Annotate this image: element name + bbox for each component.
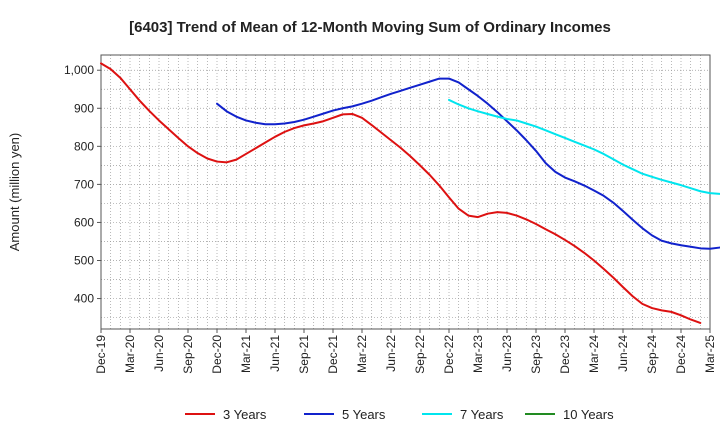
grid-lines <box>101 55 710 329</box>
x-tick-label: Dec-21 <box>326 335 340 374</box>
x-tick-label: Dec-22 <box>442 335 456 374</box>
y-axis: 400 500 600 700 800 900 1,000 <box>64 63 101 306</box>
x-tick-label: Jun-20 <box>152 335 166 372</box>
x-tick-label: Mar-20 <box>123 335 137 373</box>
y-tick-label: 400 <box>74 292 94 306</box>
series-line-5-years <box>216 77 720 250</box>
series-lines <box>100 62 720 324</box>
x-tick-label: Mar-25 <box>703 335 717 373</box>
x-tick-label: Sep-24 <box>645 335 659 374</box>
x-tick-label: Jun-22 <box>384 335 398 372</box>
x-axis: Dec-19 Mar-20 Jun-20 Sep-20 Dec-20 Mar-21 Jun-… <box>94 329 717 374</box>
y-axis-label: Amount (million yen) <box>7 133 22 252</box>
legend: 3 Years 5 Years 7 Years 10 Years <box>185 407 614 422</box>
legend-label: 5 Years <box>342 407 386 422</box>
series-line-7-years <box>448 98 720 195</box>
x-tick-label: Dec-19 <box>94 335 108 374</box>
x-tick-label: Jun-23 <box>500 335 514 372</box>
x-tick-label: Sep-20 <box>181 335 195 374</box>
chart-title: [6403] Trend of Mean of 12-Month Moving … <box>129 19 611 36</box>
series-line-3-years <box>100 62 702 324</box>
y-tick-label: 1,000 <box>64 63 94 77</box>
x-tick-label: Sep-23 <box>529 335 543 374</box>
x-tick-label: Mar-24 <box>587 335 601 373</box>
plot-area-frame <box>100 54 711 330</box>
x-tick-label: Mar-21 <box>239 335 253 373</box>
x-tick-label: Mar-22 <box>355 335 369 373</box>
x-tick-label: Sep-21 <box>297 335 311 374</box>
y-tick-label: 500 <box>74 254 94 268</box>
x-tick-label: Dec-20 <box>210 335 224 374</box>
legend-label: 10 Years <box>563 407 614 422</box>
x-tick-label: Jun-24 <box>616 335 630 372</box>
legend-label: 3 Years <box>223 407 267 422</box>
y-tick-label: 900 <box>74 101 94 115</box>
y-tick-label: 800 <box>74 139 94 153</box>
x-tick-label: Dec-24 <box>674 335 688 374</box>
x-tick-label: Mar-23 <box>471 335 485 373</box>
x-tick-label: Sep-22 <box>413 335 427 374</box>
x-tick-label: Dec-23 <box>558 335 572 374</box>
x-tick-label: Jun-21 <box>268 335 282 372</box>
y-tick-label: 600 <box>74 215 94 229</box>
y-tick-label: 700 <box>74 177 94 191</box>
legend-label: 7 Years <box>460 407 504 422</box>
